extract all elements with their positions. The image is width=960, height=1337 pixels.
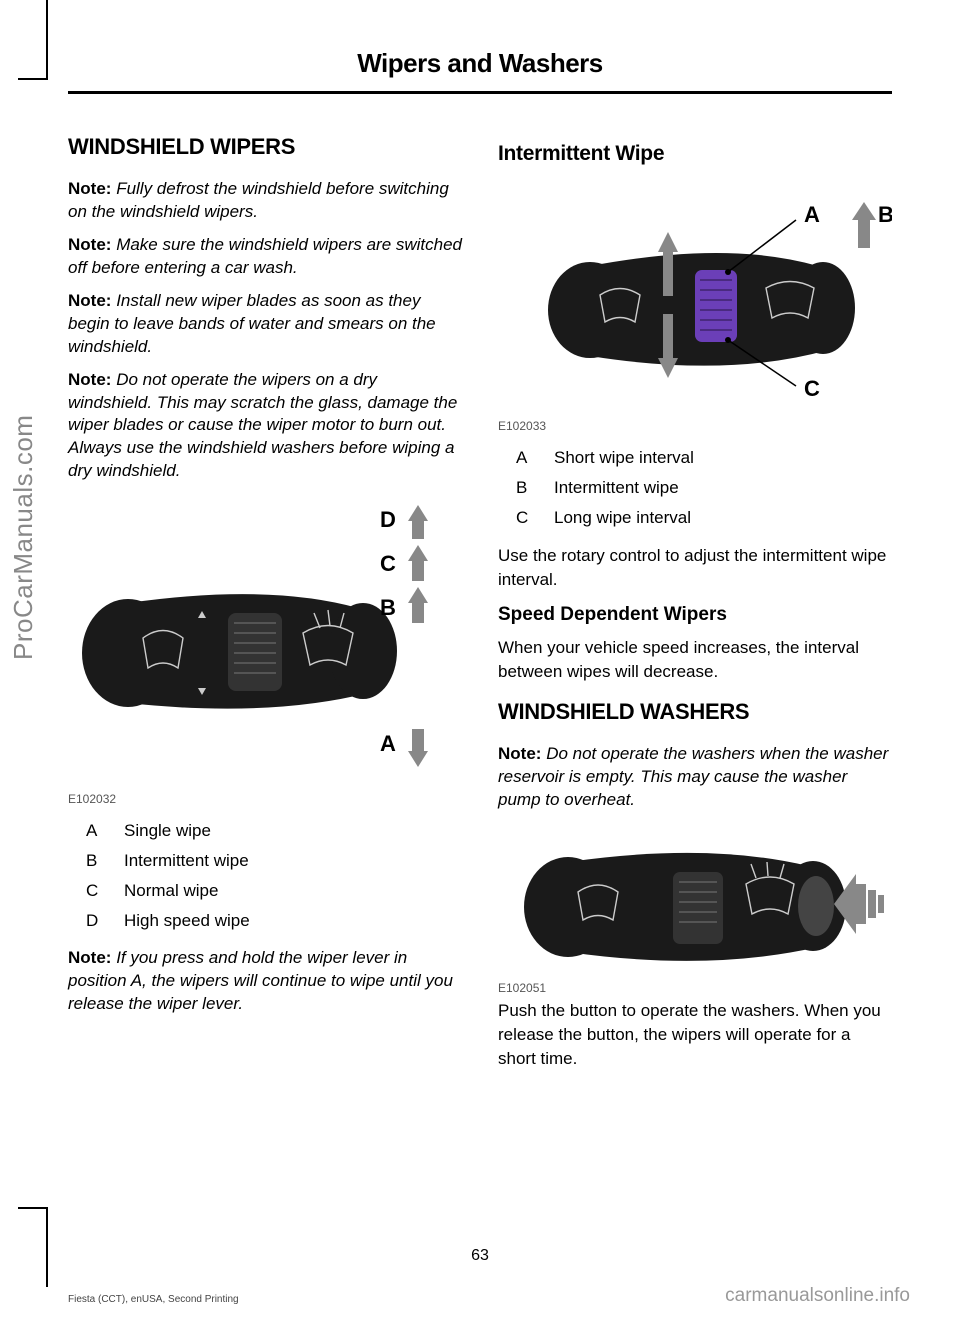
heading-speed-dependent: Speed Dependent Wipers — [498, 604, 892, 626]
figure3-id: E102051 — [498, 981, 892, 995]
footer-left: Fiesta (CCT), enUSA, Second Printing — [68, 1294, 239, 1305]
crop-mark-top — [18, 0, 48, 80]
legend-wiper-positions: ASingle wipe BIntermittent wipe CNormal … — [68, 816, 462, 935]
fig1-letter-c: C — [380, 551, 396, 576]
footer-right-watermark: carmanualsonline.info — [725, 1285, 910, 1307]
legend2-row-c: CLong wipe interval — [498, 503, 892, 533]
right-column: Intermittent Wipe — [498, 134, 892, 1081]
legend-row-a: ASingle wipe — [68, 816, 462, 846]
note-washers: Note: Do not operate the washers when th… — [498, 743, 892, 812]
legend-row-d: DHigh speed wipe — [68, 906, 462, 936]
figure-washer-button: E102051 — [498, 822, 892, 995]
fig1-letter-a: A — [380, 731, 396, 756]
note-4: Note: Do not operate the wipers on a dry… — [68, 369, 462, 484]
fig1-letter-d: D — [380, 507, 396, 532]
body-rotary-control: Use the rotary control to adjust the int… — [498, 544, 892, 592]
note-after-legend: Note: If you press and hold the wiper le… — [68, 947, 462, 1016]
legend2-row-b: BIntermittent wipe — [498, 473, 892, 503]
figure2-id: E102033 — [498, 419, 892, 433]
fig2-letter-c: C — [804, 376, 820, 401]
side-watermark: ProCarManuals.com — [8, 415, 39, 660]
legend-intermittent: AShort wipe interval BIntermittent wipe … — [498, 443, 892, 532]
fig2-letter-a: A — [804, 202, 820, 227]
section-windshield-wipers: WINDSHIELD WIPERS — [68, 134, 462, 160]
fig2-letter-b: B — [878, 202, 892, 227]
section-windshield-washers: WINDSHIELD WASHERS — [498, 699, 892, 725]
figure1-id: E102032 — [68, 792, 462, 806]
left-column: WINDSHIELD WIPERS Note: Fully defrost th… — [68, 134, 462, 1081]
legend-row-c: CNormal wipe — [68, 876, 462, 906]
legend-row-b: BIntermittent wipe — [68, 846, 462, 876]
chapter-title: Wipers and Washers — [0, 0, 960, 79]
figure-intermittent-rotary: A B C E102033 — [498, 180, 892, 433]
heading-intermittent-wipe: Intermittent Wipe — [498, 142, 892, 166]
figure-wiper-stalk-positions: D C B A E102032 — [68, 493, 462, 806]
page-number: 63 — [0, 1247, 960, 1265]
body-speed-dependent: When your vehicle speed increases, the i… — [498, 636, 892, 684]
note-2: Note: Make sure the windshield wipers ar… — [68, 234, 462, 280]
content-columns: WINDSHIELD WIPERS Note: Fully defrost th… — [0, 94, 960, 1081]
body-washer-operation: Push the button to operate the washers. … — [498, 999, 892, 1070]
fig1-letter-b: B — [380, 595, 396, 620]
note-3: Note: Install new wiper blades as soon a… — [68, 290, 462, 359]
note-1: Note: Fully defrost the windshield befor… — [68, 178, 462, 224]
legend2-row-a: AShort wipe interval — [498, 443, 892, 473]
